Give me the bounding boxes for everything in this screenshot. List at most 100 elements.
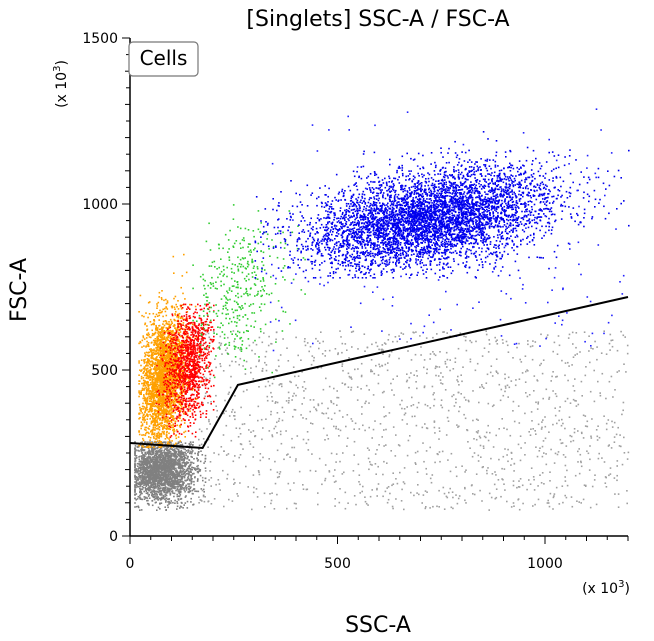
data-point (279, 433, 282, 436)
data-point (196, 460, 199, 462)
data-point (184, 465, 187, 468)
data-point (394, 455, 397, 457)
data-point (155, 468, 157, 471)
data-point (476, 432, 479, 434)
data-point (462, 366, 464, 368)
data-point (184, 496, 187, 498)
data-point (332, 402, 335, 405)
data-point (164, 454, 166, 456)
data-point (603, 330, 605, 332)
data-point (326, 434, 328, 437)
data-point (604, 476, 607, 478)
data-point (501, 418, 503, 420)
data-point (146, 390, 149, 392)
data-point (370, 369, 372, 371)
data-point (534, 503, 536, 506)
data-point (190, 452, 193, 455)
data-point (486, 373, 489, 376)
data-point (519, 435, 522, 437)
data-point (153, 477, 155, 479)
data-point (162, 488, 165, 490)
data-point (185, 271, 188, 274)
data-point (168, 480, 170, 483)
data-point (607, 419, 610, 421)
data-point (440, 399, 443, 401)
data-point (137, 495, 140, 498)
data-point (135, 476, 137, 479)
data-point (174, 295, 177, 298)
data-point (134, 489, 136, 491)
data-point (535, 446, 537, 448)
data-point (144, 434, 147, 437)
data-point (144, 381, 147, 383)
data-point (219, 363, 221, 365)
data-point (142, 459, 145, 462)
data-point (399, 403, 401, 406)
data-point (443, 492, 446, 495)
data-point (179, 440, 181, 442)
data-point (172, 383, 174, 386)
data-point (541, 445, 544, 448)
data-point (589, 506, 592, 509)
data-point (164, 476, 167, 479)
data-point (134, 465, 136, 468)
data-point (169, 363, 171, 365)
data-point (330, 452, 333, 455)
data-point (175, 455, 177, 458)
data-point (161, 449, 163, 452)
data-point (364, 500, 367, 503)
data-point (177, 481, 179, 483)
data-point (154, 399, 156, 402)
data-point (271, 434, 273, 436)
data-point (257, 470, 260, 472)
data-point (158, 342, 160, 345)
data-point (172, 367, 174, 369)
data-point (207, 446, 209, 448)
data-point (410, 359, 413, 361)
data-point (389, 492, 391, 495)
data-point (384, 363, 387, 366)
data-point (160, 441, 162, 443)
data-point (157, 312, 160, 314)
data-point (138, 456, 140, 458)
data-point (156, 420, 158, 422)
data-point (153, 467, 155, 469)
data-point (182, 362, 185, 364)
data-point (162, 426, 164, 429)
data-point (144, 476, 146, 478)
data-point (274, 460, 276, 463)
data-point (530, 467, 533, 469)
data-point (611, 426, 614, 428)
data-point (163, 361, 166, 363)
data-point (180, 473, 183, 476)
data-point (333, 412, 336, 415)
data-point (282, 338, 284, 340)
data-point (352, 470, 355, 472)
data-point (169, 404, 171, 406)
data-point (250, 371, 252, 374)
data-point (195, 398, 197, 401)
data-point (388, 412, 391, 414)
data-point (276, 401, 279, 404)
data-point (207, 332, 210, 335)
data-point (185, 454, 187, 457)
data-point (187, 488, 190, 490)
data-point (437, 375, 440, 377)
data-point (374, 463, 377, 465)
data-point (336, 390, 338, 392)
data-point (164, 467, 167, 470)
data-point (146, 460, 149, 462)
data-point (156, 493, 158, 496)
data-point (147, 441, 149, 443)
data-point (158, 467, 161, 469)
data-point (137, 470, 139, 473)
data-point (423, 460, 425, 463)
data-point (320, 331, 322, 333)
data-point (144, 467, 147, 470)
data-point (256, 496, 259, 498)
data-point (385, 415, 387, 417)
data-point (147, 481, 149, 483)
data-point (179, 471, 181, 474)
data-point (289, 456, 291, 458)
data-point (142, 454, 145, 456)
